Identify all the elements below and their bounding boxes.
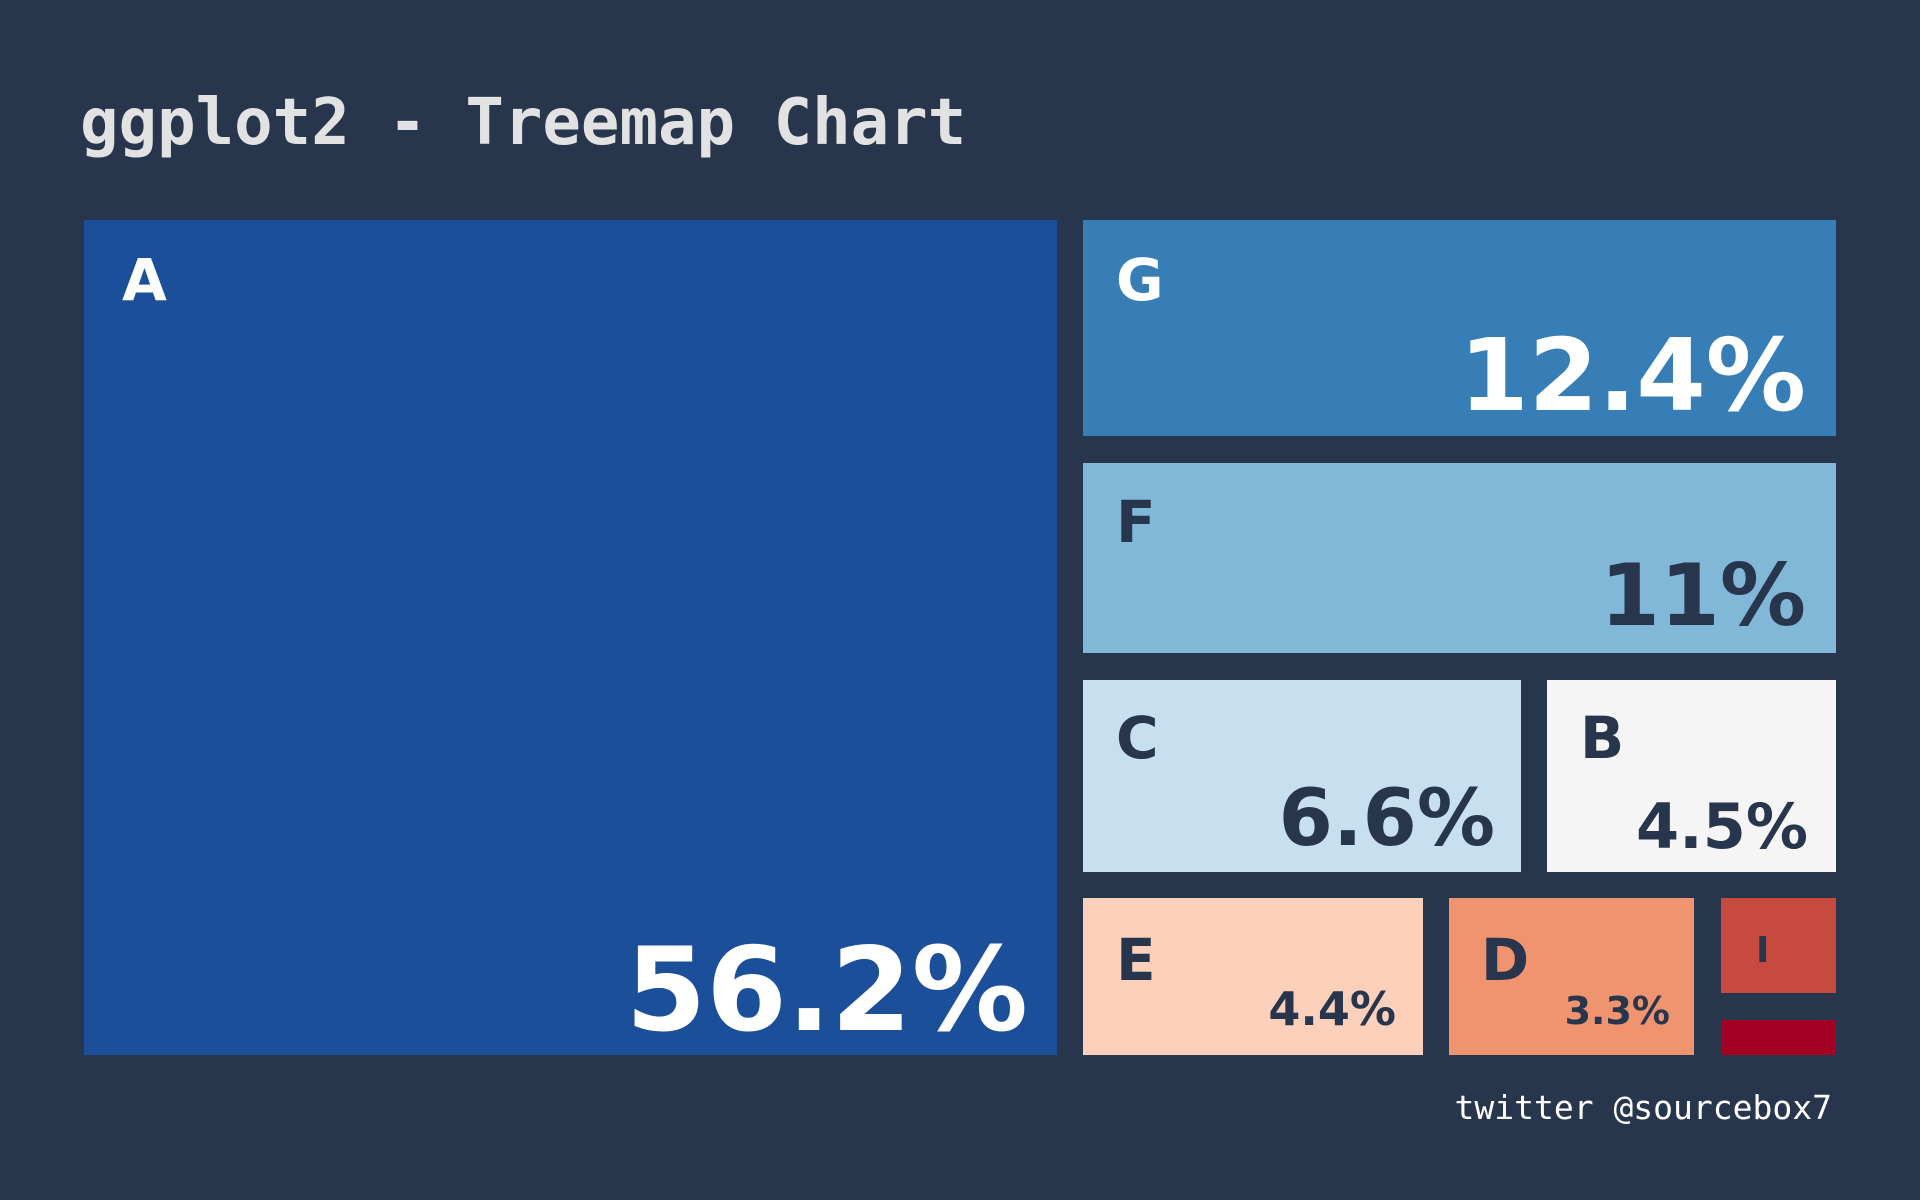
tile-rect (1547, 680, 1836, 872)
tile-rect (1449, 898, 1694, 1055)
tile-label: F (1116, 488, 1156, 556)
tile-rect (1083, 220, 1836, 436)
tile-label: G (1116, 246, 1164, 314)
treemap-tile-g: G 12.4% (1083, 220, 1836, 436)
tile-label: E (1116, 926, 1156, 994)
treemap-tile-a: A 56.2% (84, 220, 1057, 1058)
tile-value-label: 12.4% (1459, 317, 1806, 434)
caption: twitter @sourcebox7 (1454, 1088, 1833, 1127)
tile-rect (1721, 1020, 1836, 1055)
tile-rect (84, 220, 1057, 1055)
tile-value-label: 11% (1600, 546, 1806, 646)
treemap-tile-f: F 11% (1083, 463, 1836, 653)
tile-label: D (1481, 926, 1529, 994)
tile-label: B (1580, 704, 1624, 772)
tile-label: C (1116, 704, 1159, 772)
treemap-tile-i: I (1721, 898, 1836, 993)
tile-label: I (1756, 930, 1769, 971)
tile-rect (1721, 898, 1836, 993)
tile-value-label: 4.4% (1268, 982, 1396, 1036)
tile-rect (1083, 463, 1836, 653)
tile-rect (1083, 680, 1521, 872)
tile-value-label: 6.6% (1279, 774, 1495, 864)
tile-rect (1083, 898, 1423, 1055)
tile-value-label: 56.2% (626, 923, 1028, 1058)
tile-label: A (122, 246, 167, 314)
treemap-tile-small-8 (1721, 1020, 1836, 1055)
chart-title: ggplot2 - Treemap Chart (80, 86, 967, 160)
treemap-tile-d: D 3.3% (1449, 898, 1694, 1055)
tile-value-label: 3.3% (1565, 989, 1670, 1033)
treemap-tile-c: C 6.6% (1083, 680, 1521, 872)
treemap-tile-b: B4.5% (1547, 680, 1836, 872)
tile-value-label: 4.5% (1636, 790, 1808, 863)
treemap-tile-e: E 4.4% (1083, 898, 1423, 1055)
